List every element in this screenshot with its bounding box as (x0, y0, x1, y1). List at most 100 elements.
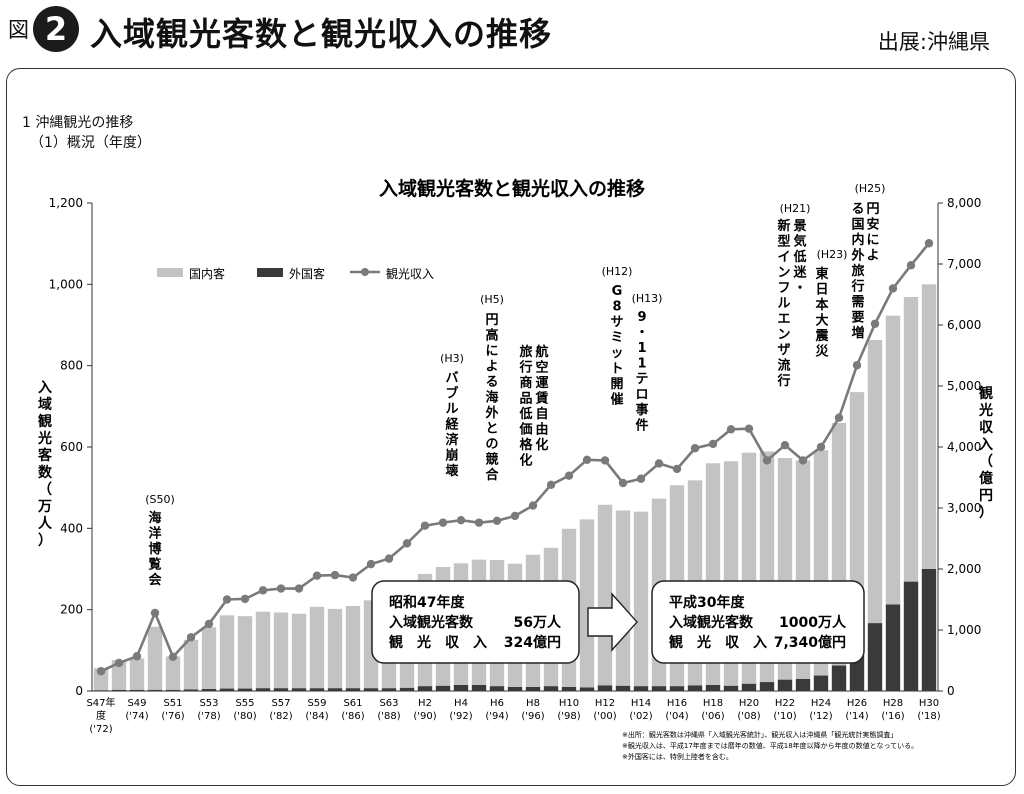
event-annotation: 東日本大震災 (814, 266, 829, 360)
point-income (744, 424, 754, 433)
section-heading: 1 沖縄観光の推移 (22, 115, 134, 131)
legend-label-foreign: 外国客 (289, 266, 325, 281)
legend-label-domestic: 国内客 (189, 266, 225, 281)
x-tick-label: ('86) (341, 711, 364, 722)
x-tick-label: H16 (667, 698, 687, 709)
point-income (312, 571, 322, 580)
y2-tick-label: 7,000 (947, 257, 981, 271)
point-income (834, 413, 844, 422)
y-tick-label: 0 (75, 684, 83, 698)
bar-foreign (795, 678, 811, 691)
bar-domestic (273, 612, 289, 689)
bar-foreign (147, 689, 163, 691)
point-income (456, 516, 466, 525)
event-annotation: る国内外旅行需要増 (850, 202, 864, 341)
y-tick-label: 400 (60, 521, 83, 535)
bar-foreign (561, 686, 577, 691)
bar-foreign (777, 679, 793, 691)
chart-title: 入域観光客数と観光収入の推移 (379, 177, 645, 200)
point-income (564, 471, 574, 480)
event-annotation: 景気低迷・ (792, 219, 807, 296)
bar-foreign (597, 685, 613, 691)
bar-foreign (417, 686, 433, 691)
bar-domestic (327, 608, 343, 689)
bar-domestic (885, 315, 901, 605)
bar-foreign (813, 675, 829, 691)
bar-foreign (363, 688, 379, 691)
x-tick-label: ('82) (269, 711, 292, 722)
bar-domestic (309, 606, 325, 689)
x-tick-label: ('02) (629, 711, 652, 722)
bar-foreign (849, 654, 865, 691)
legend-marker-income (361, 268, 369, 276)
event-year-label: (H13) (632, 292, 663, 305)
chart-frame (6, 68, 1016, 786)
point-income (276, 584, 286, 593)
x-tick-label: ('76) (161, 711, 184, 722)
point-income (636, 474, 646, 483)
bar-foreign (453, 684, 469, 691)
bar-domestic (255, 611, 271, 689)
x-tick-label: ('98) (557, 711, 580, 722)
point-income (654, 459, 664, 468)
y2-tick-label: 8,000 (947, 196, 981, 210)
y2-tick-label: 2,000 (947, 562, 981, 576)
x-tick-label: H20 (739, 698, 759, 709)
bar-foreign (435, 685, 451, 691)
event-year-label: (H3) (440, 352, 464, 365)
x-tick-label: H12 (595, 698, 615, 709)
point-income (132, 652, 142, 661)
point-income (240, 594, 250, 604)
bar-domestic (129, 658, 145, 690)
point-income (798, 456, 808, 465)
bar-domestic (165, 656, 181, 690)
point-income (924, 239, 934, 248)
figure-number-badge: 2 (33, 6, 79, 52)
x-tick-label: H4 (454, 698, 468, 709)
point-income (114, 658, 124, 668)
bar-domestic (291, 613, 307, 689)
bar-domestic (147, 626, 163, 690)
page-title: 入域観光客数と観光収入の推移 (90, 15, 553, 53)
x-tick-label: ('84) (305, 711, 328, 722)
point-income (150, 608, 160, 618)
bar-foreign (687, 685, 703, 691)
event-annotation: G 8 サミット開催 (610, 284, 623, 408)
y2-tick-label: 6,000 (947, 318, 981, 332)
x-tick-label: H28 (883, 698, 903, 709)
bar-domestic (111, 660, 127, 690)
bar-domestic (867, 340, 883, 624)
point-income (474, 518, 484, 527)
point-income (222, 595, 232, 604)
point-income (906, 261, 916, 270)
callout-2018-row1-label: 入域観光客数 (669, 614, 754, 631)
point-income (168, 652, 178, 662)
x-tick-label: ('00) (593, 711, 616, 722)
x-tick-label: ('10) (773, 711, 796, 722)
bar-foreign (723, 685, 739, 691)
bar-foreign (129, 689, 145, 691)
point-income (510, 511, 520, 521)
legend-swatch-domestic (157, 268, 183, 277)
callout-2018-row1-value: 1000万人 (779, 614, 847, 631)
point-income (294, 584, 304, 593)
footnote: ※観光収入は、平成17年度までは暦年の数値、平成18年度以降から年度の数値となっ… (622, 741, 918, 750)
point-income (816, 442, 826, 452)
y2-tick-label: 3,000 (947, 501, 981, 515)
x-tick-label: ('12) (809, 711, 832, 722)
x-tick-label: ('90) (413, 711, 436, 722)
x-tick-label: H10 (559, 698, 579, 709)
footnote: ※外国客には、特例上陸者を含む。 (622, 752, 733, 761)
point-income (672, 464, 682, 474)
bar-foreign (705, 684, 721, 691)
x-tick-label: S63 (379, 698, 398, 709)
bar-foreign (831, 665, 847, 691)
bar-foreign (309, 688, 325, 691)
point-income (870, 319, 880, 328)
x-tick-label: ('80) (233, 711, 256, 722)
x-tick-label: ('88) (377, 711, 400, 722)
event-annotation: 円高による海外との競合 (484, 313, 499, 483)
point-income (618, 478, 628, 488)
x-tick-label: S55 (235, 698, 254, 709)
